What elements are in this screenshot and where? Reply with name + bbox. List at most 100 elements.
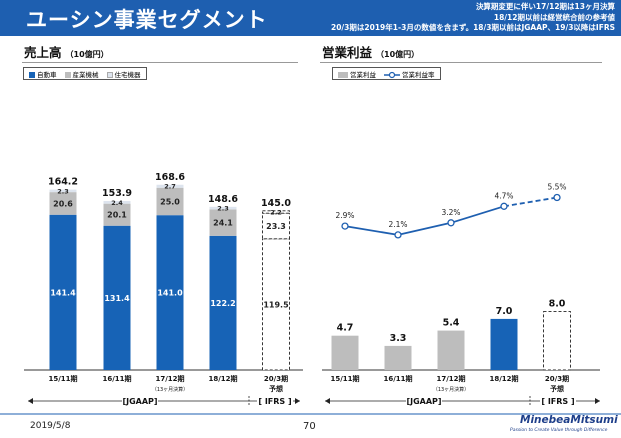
profit-ifrs-label: [ IFRS ] <box>541 397 574 406</box>
profit-label-4: 8.0 <box>549 299 566 310</box>
sales-bar-industrial-4 <box>262 212 290 240</box>
margin-line-segment-3 <box>503 196 558 208</box>
sales-category-3: 18/12期 <box>208 374 237 383</box>
sales-bar-industrial-0 <box>49 192 77 215</box>
sales-label-industrial-0: 20.6 <box>53 199 73 208</box>
page-number: 70 <box>303 421 316 432</box>
sales-label-industrial-2: 25.0 <box>160 197 180 206</box>
company-tagline: Passion to Create Value through Differen… <box>510 428 608 433</box>
profit-label-1: 3.3 <box>390 333 407 344</box>
sales-section-title: 売上高 （10億円） <box>24 42 109 61</box>
sales-label-housing-0: 2.3 <box>57 187 69 195</box>
sales-bar-auto-1 <box>103 225 131 370</box>
profit-label-2: 5.4 <box>443 318 460 329</box>
sales-jgaap-bg <box>122 396 158 406</box>
sales-label-industrial-4: 23.3 <box>266 222 286 231</box>
sales-label-auto-3: 122.2 <box>210 299 235 308</box>
sales-total-4: 145.0 <box>261 198 291 209</box>
profit-standard-arrow-right <box>595 398 600 404</box>
sales-total-0: 164.2 <box>48 177 78 188</box>
profit-unit: （10億円） <box>376 50 420 59</box>
legend-housing: 住宅機器 <box>106 69 141 79</box>
profit-standard-arrow-left <box>325 398 330 404</box>
profit-bar-4 <box>543 311 571 371</box>
sales-title: 売上高 <box>24 45 62 60</box>
sales-legend: 自動車 産業機械 住宅機器 <box>23 67 147 80</box>
sales-label-auto-2: 141.0 <box>157 289 183 298</box>
header-note-2: 18/12期以前は経営統合前の参考値 <box>493 12 615 22</box>
sales-category-4: 20/3期 <box>264 374 288 383</box>
profit-bar-0 <box>331 335 359 370</box>
profit-category-sub-4: 予想 <box>550 384 564 393</box>
header-note-1: 決算期変更に伴い17/12期は13ヶ月決算 <box>475 2 615 11</box>
profit-category-1: 16/11期 <box>383 374 412 383</box>
sales-ifrs-bg <box>257 396 293 406</box>
sales-label-housing-3: 2.3 <box>217 205 229 213</box>
sales-label-industrial-3: 24.1 <box>213 219 233 228</box>
sales-unit: （10億円） <box>65 50 109 59</box>
profit-section-title: 営業利益 （10億円） <box>322 42 419 61</box>
legend-auto: 自動車 <box>29 69 57 79</box>
margin-label-1: 2.1% <box>388 220 407 229</box>
profit-label-0: 4.7 <box>337 323 354 334</box>
profit-category-3: 18/12期 <box>489 374 518 383</box>
margin-line-segment-1 <box>397 221 452 236</box>
sales-category-0: 15/11期 <box>48 374 77 383</box>
sales-standard-arrow-left <box>28 398 33 404</box>
sales-label-housing-2: 2.7 <box>164 183 176 191</box>
sales-bar-industrial-3 <box>209 209 237 236</box>
profit-jgaap-label: [JGAAP] <box>406 397 441 406</box>
margin-point-3 <box>500 202 508 210</box>
sales-bar-industrial-2 <box>156 187 184 216</box>
sales-total-2: 168.6 <box>155 172 185 183</box>
margin-point-0 <box>341 222 349 230</box>
profit-ifrs-bg <box>540 396 576 406</box>
sales-category-1: 16/11期 <box>102 374 131 383</box>
margin-point-1 <box>394 231 402 239</box>
margin-label-3: 4.7% <box>494 191 513 200</box>
sales-bar-housing-1 <box>103 201 131 204</box>
sales-bar-housing-3 <box>209 206 237 210</box>
sales-jgaap-label: [JGAAP] <box>122 397 157 406</box>
page-title: ユーシン事業セグメント <box>26 8 268 32</box>
profit-category-sub-2: （13ヶ月決算） <box>433 386 469 393</box>
sales-label-auto-4: 119.5 <box>263 300 289 309</box>
profit-legend: 営業利益 営業利益率 <box>332 67 441 80</box>
margin-point-2 <box>447 219 455 227</box>
profit-bar-3 <box>490 318 518 370</box>
footer-date: 2019/5/8 <box>30 421 71 431</box>
profit-category-2: 17/12期 <box>436 374 465 383</box>
sales-category-sub-4: 予想 <box>269 384 283 393</box>
margin-line-segment-0 <box>344 225 399 236</box>
legend-industrial: 産業機械 <box>64 69 99 79</box>
profit-label-3: 7.0 <box>496 306 513 317</box>
profit-title: 営業利益 <box>322 45 373 60</box>
header-bar: ユーシン事業セグメント 決算期変更に伴い17/12期は13ヶ月決算 18/12期… <box>0 0 621 36</box>
margin-line-segment-2 <box>450 205 505 224</box>
sales-bar-housing-2 <box>156 184 184 188</box>
sales-total-3: 148.6 <box>208 194 238 205</box>
profit-bar-1 <box>384 345 412 370</box>
legend-profit: 営業利益 <box>338 69 376 79</box>
sales-ifrs-label: [ IFRS ] <box>258 397 291 406</box>
profit-jgaap-bg <box>406 396 442 406</box>
sales-bar-auto-4 <box>262 238 290 371</box>
company-logo: MinebeaMitsumi <box>520 414 618 426</box>
sales-bar-industrial-1 <box>103 203 131 226</box>
profit-bar-2 <box>437 330 465 370</box>
margin-label-4: 5.5% <box>547 183 566 192</box>
header-notes: 決算期変更に伴い17/12期は13ヶ月決算 18/12期以前は経営統合前の参考値… <box>331 2 615 34</box>
sales-label-housing-4: 2.2 <box>270 208 282 216</box>
sales-category-2: 17/12期 <box>155 374 184 383</box>
sales-label-auto-0: 141.4 <box>50 288 76 297</box>
margin-point-4 <box>553 193 561 202</box>
sales-bar-auto-0 <box>49 214 77 370</box>
sales-label-housing-1: 2.4 <box>111 199 123 207</box>
sales-divider <box>22 62 298 63</box>
sales-label-auto-1: 131.4 <box>104 294 130 303</box>
margin-label-0: 2.9% <box>335 211 354 220</box>
sales-standard-arrow-right <box>295 398 300 404</box>
profit-category-0: 15/11期 <box>330 374 359 383</box>
legend-margin: 営業利益率 <box>384 69 435 79</box>
